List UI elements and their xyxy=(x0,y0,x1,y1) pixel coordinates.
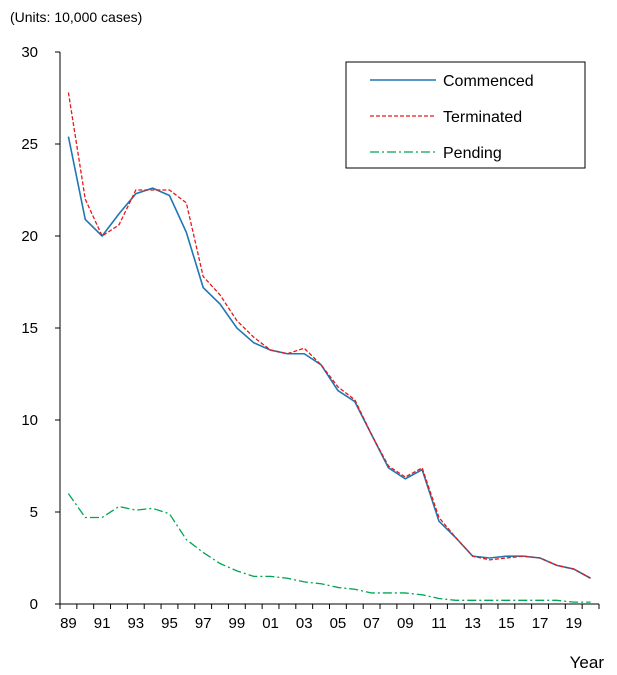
x-tick-label: 91 xyxy=(94,615,111,632)
x-tick-label: 01 xyxy=(262,615,279,632)
legend: Commenced Terminated Pending xyxy=(345,61,586,169)
legend-label-pending: Pending xyxy=(443,145,502,162)
y-tick-label: 20 xyxy=(21,228,38,245)
series-line-commenced xyxy=(67,136,591,579)
x-tick-label: 17 xyxy=(532,615,549,632)
x-tick-label: 07 xyxy=(363,615,380,632)
x-tick-label: 09 xyxy=(397,615,414,632)
y-tick-label: 10 xyxy=(21,412,38,429)
y-tick-label: 0 xyxy=(30,596,38,613)
series-lines xyxy=(67,92,591,603)
legend-label-commenced: Commenced xyxy=(443,73,534,90)
x-tick-label: 93 xyxy=(127,615,144,632)
series-line-terminated xyxy=(67,92,591,579)
x-tick-label: 11 xyxy=(431,615,447,632)
y-tick-label: 25 xyxy=(21,136,38,153)
x-tick-label: 99 xyxy=(229,615,246,632)
y-tick-label: 15 xyxy=(21,320,38,337)
x-tick-label: 15 xyxy=(498,615,515,632)
x-tick-label: 97 xyxy=(195,615,212,632)
x-tick-label: 89 xyxy=(60,615,77,632)
x-tick-label: 13 xyxy=(464,615,481,632)
x-tick-label: 05 xyxy=(330,615,347,632)
y-ticks: 0 5 10 15 20 25 30 xyxy=(21,44,60,613)
x-tick-label: 95 xyxy=(161,615,178,632)
x-axis-title: Year xyxy=(570,653,605,672)
y-tick-label: 5 xyxy=(30,504,38,521)
units-label: (Units: 10,000 cases) xyxy=(10,9,142,25)
x-tick-label: 19 xyxy=(565,615,582,632)
series-line-pending xyxy=(67,493,591,603)
y-tick-label: 30 xyxy=(21,44,38,61)
legend-label-terminated: Terminated xyxy=(443,109,522,126)
x-tick-label: 03 xyxy=(296,615,313,632)
x-ticks: 89 91 93 95 97 99 01 03 05 07 09 11 13 15 17 19 xyxy=(59,604,600,632)
